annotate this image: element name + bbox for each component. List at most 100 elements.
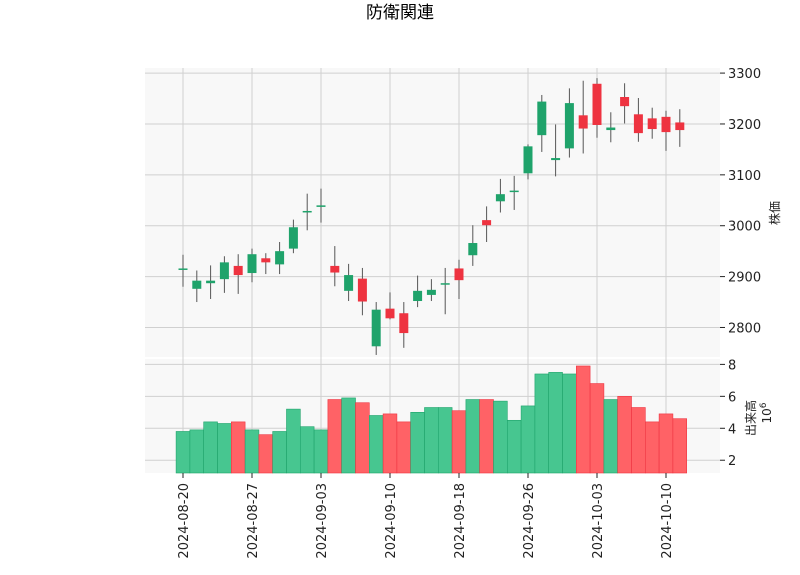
candle-body <box>551 158 561 161</box>
volume-bar <box>479 399 494 474</box>
volume-tick-label: 4 <box>728 422 736 437</box>
candle-body <box>385 308 395 319</box>
candle-body <box>371 309 381 347</box>
volume-tick-label: 2 <box>728 454 736 469</box>
date-tick-label: 2024-09-26 <box>522 483 537 559</box>
volume-bar <box>244 429 260 474</box>
date-tick-label: 2024-08-27 <box>246 483 261 559</box>
price-tick-label: 3300 <box>728 67 761 82</box>
volume-bar <box>272 431 287 474</box>
candle-body <box>633 114 643 134</box>
volume-bar <box>631 407 646 474</box>
volume-axis-label: 出来高 <box>743 400 758 436</box>
candle-body <box>620 97 630 107</box>
volume-bar <box>603 399 619 474</box>
volume-tick-label: 6 <box>728 390 736 405</box>
candle-body <box>578 115 588 129</box>
volume-bar <box>355 402 370 474</box>
price-tick-label: 3000 <box>728 220 761 235</box>
candle-body <box>413 290 423 302</box>
candle-body <box>606 127 616 131</box>
candle-body <box>206 280 216 284</box>
volume-bar <box>451 410 467 474</box>
candle-body <box>178 268 188 270</box>
volume-bar <box>382 413 398 474</box>
volume-bar <box>465 399 480 474</box>
volume-bar <box>644 421 660 474</box>
volume-bars <box>175 365 688 474</box>
candle-body <box>647 118 657 130</box>
candle-body <box>192 280 202 289</box>
candle-body <box>495 194 505 202</box>
date-tick-label: 2024-10-03 <box>591 483 606 559</box>
candle-body <box>302 210 312 213</box>
volume-bar <box>286 408 301 474</box>
volume-bar <box>327 399 342 474</box>
volume-bar <box>217 423 232 474</box>
axes: 2800 2900 3000 3100 3200 3300 2 4 6 8 2024-08-20 20… <box>177 67 761 558</box>
candle-body <box>247 254 257 274</box>
candle-body <box>219 262 229 280</box>
volume-bar <box>396 421 411 474</box>
candle-body <box>399 313 409 334</box>
volume-bar <box>299 426 315 474</box>
candle-body <box>261 258 271 263</box>
candle-body <box>509 190 519 193</box>
date-tick-label: 2024-10-10 <box>660 483 675 559</box>
candle-body <box>316 205 326 207</box>
price-tick-label: 3100 <box>728 169 761 184</box>
volume-bar <box>410 412 425 474</box>
candle-body <box>344 275 354 291</box>
candle-body <box>426 289 436 295</box>
volume-bar <box>548 372 563 474</box>
candle-body <box>482 220 492 226</box>
candle-body <box>523 146 533 174</box>
price-tick-label: 2900 <box>728 271 761 286</box>
volume-bar <box>658 413 674 474</box>
volume-bar <box>203 421 218 474</box>
candle-body <box>592 83 602 125</box>
date-tick-label: 2024-09-10 <box>384 483 399 559</box>
volume-bar <box>617 396 632 474</box>
date-tick-label: 2024-09-18 <box>453 483 468 559</box>
volume-bar <box>493 400 508 474</box>
volume-bar <box>562 373 577 474</box>
candle-body <box>275 251 285 265</box>
candle-body <box>661 116 671 133</box>
price-panel <box>145 68 720 358</box>
chart-title: 防衛関連 <box>366 3 434 23</box>
candle-body <box>233 265 243 276</box>
candle-body <box>564 103 574 149</box>
candle-body <box>675 122 685 131</box>
volume-bar <box>520 405 536 474</box>
volume-scale-label: 106 <box>759 402 774 423</box>
candle-body <box>288 227 298 249</box>
candlesticks <box>178 78 685 355</box>
price-tick-label: 3200 <box>728 118 761 133</box>
candle-body <box>537 101 547 136</box>
candle-body <box>454 268 464 281</box>
volume-bar <box>341 397 356 474</box>
volume-bar <box>672 418 688 474</box>
price-axis-label: 株価 <box>767 201 782 225</box>
volume-bar <box>437 407 453 474</box>
date-tick-label: 2024-09-03 <box>315 483 330 559</box>
volume-tick-label: 8 <box>728 358 736 373</box>
volume-bar <box>258 434 273 474</box>
volume-bar <box>313 429 329 474</box>
volume-bar <box>589 383 605 474</box>
price-tick-label: 2800 <box>728 321 761 336</box>
volume-bar <box>231 421 246 474</box>
candle-body <box>440 283 450 285</box>
volume-bar <box>175 431 191 474</box>
volume-bar <box>506 419 522 474</box>
volume-bar <box>575 365 591 474</box>
candle-body <box>330 265 340 273</box>
candle-body <box>357 278 367 302</box>
volume-bar <box>189 429 204 474</box>
candle-body <box>468 243 478 256</box>
volume-bar <box>368 415 384 474</box>
date-tick-label: 2024-08-20 <box>177 483 192 559</box>
volume-bar <box>424 407 439 474</box>
